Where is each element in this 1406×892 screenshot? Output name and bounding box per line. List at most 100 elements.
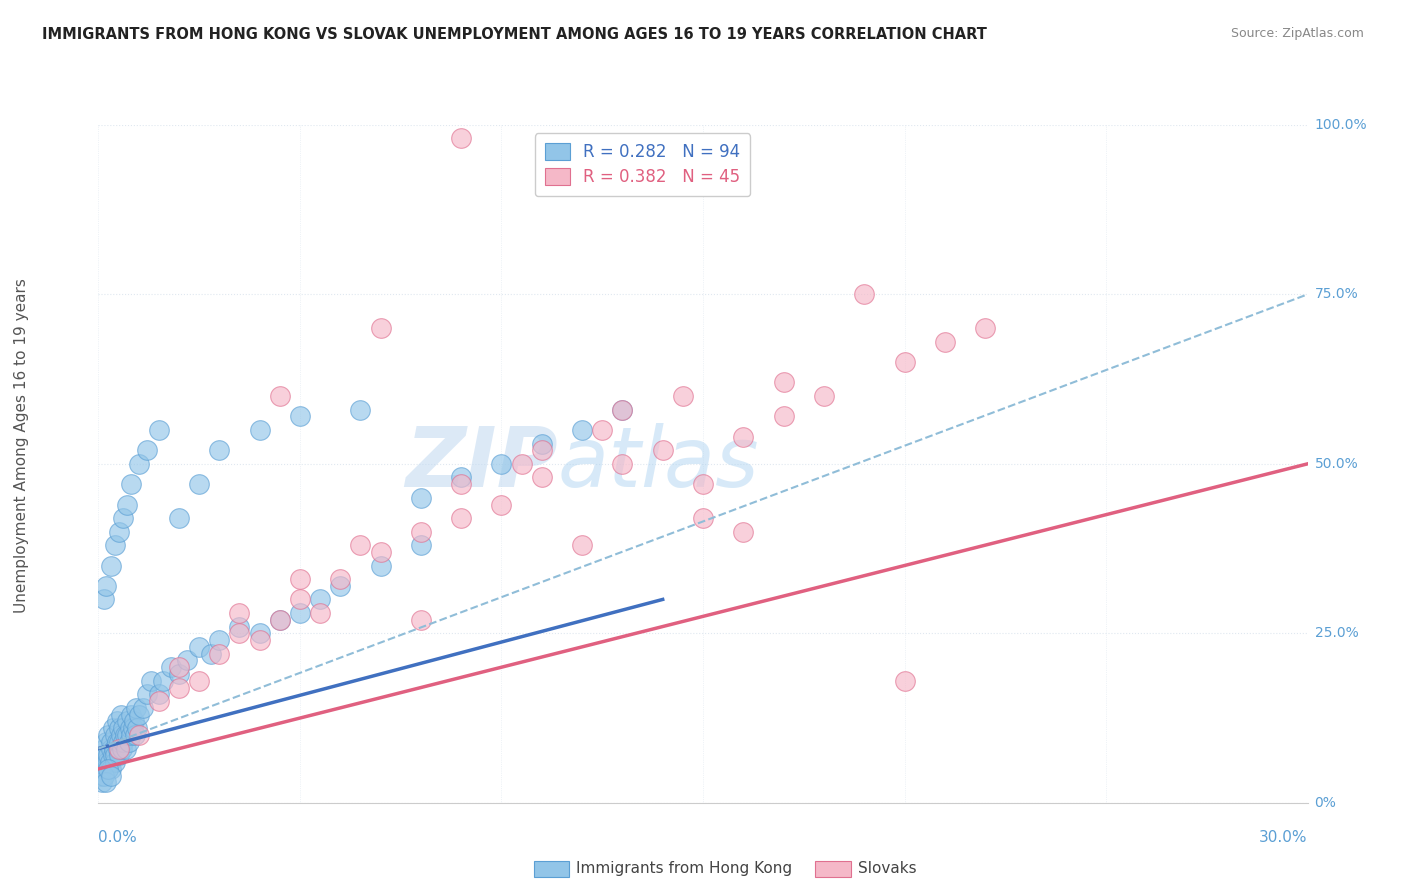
Point [733,524,755,539]
Point [91,775,114,789]
Point [122,714,145,729]
Text: Slovaks: Slovaks [858,862,917,876]
Point [167,660,190,674]
Point [733,430,755,444]
Text: 75.0%: 75.0% [1315,287,1358,301]
Point [672,389,695,403]
Point [370,545,392,559]
Point [530,470,553,484]
Legend: R = 0.282   N = 94, R = 0.382   N = 45: R = 0.282 N = 94, R = 0.382 N = 45 [534,133,751,196]
Text: 25.0%: 25.0% [1315,626,1358,640]
Point [612,457,634,471]
Point [269,613,291,627]
Point [103,741,125,756]
Point [94,748,117,763]
Text: 100.0%: 100.0% [1315,118,1367,132]
Point [97,728,120,742]
Point [111,741,134,756]
Point [409,613,432,627]
Point [97,748,120,763]
Point [510,457,533,471]
Point [152,673,174,688]
Point [128,457,150,471]
Point [93,741,115,756]
Point [124,701,146,715]
Point [148,423,170,437]
Point [692,511,714,525]
Point [107,741,129,756]
Point [176,653,198,667]
Point [288,409,311,424]
Point [101,721,124,735]
Point [612,402,634,417]
Point [148,694,170,708]
Point [105,714,128,729]
Point [96,755,118,769]
Point [450,131,472,145]
Point [96,579,118,593]
Point [450,511,472,525]
Point [118,735,141,749]
Point [110,728,132,742]
Point [98,755,121,769]
Point [107,721,129,735]
Point [772,376,794,390]
Text: Source: ZipAtlas.com: Source: ZipAtlas.com [1230,27,1364,40]
Point [893,673,915,688]
Point [107,524,129,539]
Point [93,755,115,769]
Point [772,409,794,424]
Point [288,592,311,607]
Point [934,334,956,349]
Point [93,769,115,783]
Point [108,735,131,749]
Point [110,707,132,722]
Point [188,673,211,688]
Point [100,769,122,783]
Point [121,707,143,722]
Point [101,748,124,763]
Point [200,647,222,661]
Point [269,613,291,627]
Point [148,687,170,701]
Point [93,592,115,607]
Point [104,748,127,763]
Point [974,321,997,335]
Point [139,673,162,688]
Text: atlas: atlas [558,424,759,504]
Point [309,592,332,607]
Text: Immigrants from Hong Kong: Immigrants from Hong Kong [576,862,793,876]
Point [409,538,432,552]
Point [125,721,148,735]
Point [128,707,150,722]
Text: 30.0%: 30.0% [1260,830,1308,845]
Point [167,511,190,525]
Point [111,511,134,525]
Point [370,558,392,573]
Point [208,647,231,661]
Point [450,470,472,484]
Point [188,477,211,491]
Point [329,579,352,593]
Point [132,701,155,715]
Point [853,287,876,301]
Point [91,748,114,763]
Point [491,498,513,512]
Point [100,558,122,573]
Point [893,355,915,369]
Point [97,762,120,776]
Point [114,741,136,756]
Point [249,633,271,648]
Point [349,538,371,552]
Point [96,775,118,789]
Point [612,402,634,417]
Point [105,735,128,749]
Point [409,524,432,539]
Point [530,443,553,458]
Point [107,748,129,763]
Point [107,741,129,756]
Point [288,606,311,620]
Point [90,755,112,769]
Point [208,443,231,458]
Point [120,728,142,742]
